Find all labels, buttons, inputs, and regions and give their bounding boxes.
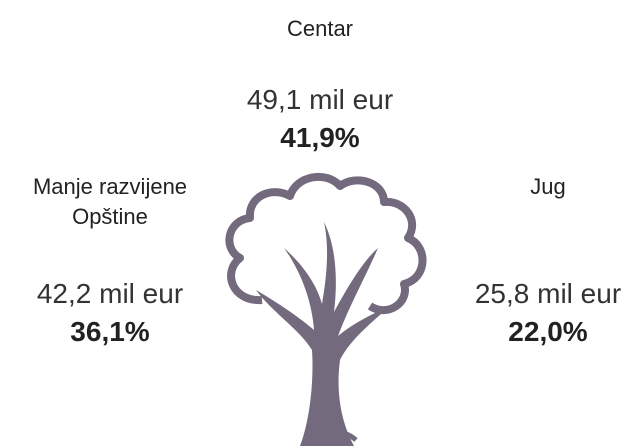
region-amount: 25,8 mil eur (474, 278, 622, 309)
region-name: Centar (286, 16, 354, 41)
region-amount: 49,1 mil eur (246, 84, 394, 115)
region-name: Manje razvijene (32, 174, 188, 199)
region-percent: 22,0% (508, 316, 588, 347)
tree-roots (309, 429, 358, 446)
region-name: Opštine (72, 204, 148, 229)
region-percent: 41,9% (280, 122, 360, 153)
region-amount: 42,2 mil eur (36, 278, 184, 309)
region-percent: 36,1% (70, 316, 150, 347)
tree-trunk (256, 222, 390, 446)
tree-canopy (225, 173, 427, 315)
region-name: Jug (530, 174, 566, 199)
